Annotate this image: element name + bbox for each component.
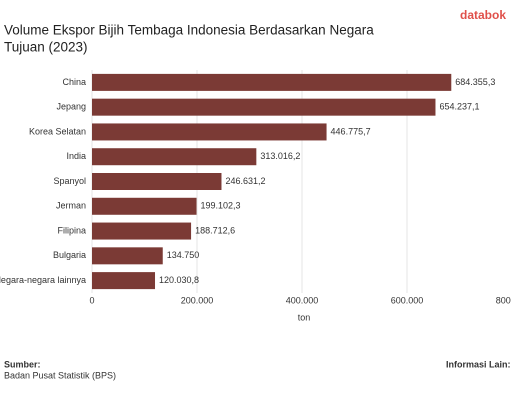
value-label: 446.775,7: [331, 126, 371, 136]
value-label: 684.355,3: [455, 77, 495, 87]
bar: [92, 173, 222, 190]
info-label: Informasi Lain:: [446, 359, 511, 369]
value-label: 188.712,6: [195, 225, 235, 235]
value-label: 654.237,1: [439, 102, 479, 112]
chart-title: Volume Ekspor Bijih Tembaga Indonesia Be…: [4, 23, 374, 38]
chart-title: Tujuan (2023): [4, 40, 88, 55]
x-tick-label: 0: [89, 295, 94, 305]
x-tick-label: 400.000: [286, 295, 319, 305]
y-tick-label: Negara-negara lainnya: [0, 275, 86, 285]
bar: [92, 197, 197, 215]
source-label: Sumber:: [4, 359, 41, 369]
x-tick-label: 200.000: [181, 295, 214, 305]
y-tick-label: Korea Selatan: [29, 126, 86, 136]
value-label: 246.631,2: [225, 176, 265, 186]
bar: [92, 222, 192, 240]
y-tick-label: Jerman: [56, 201, 86, 211]
y-tick-label: Jepang: [56, 102, 86, 112]
value-label: 199.102,3: [201, 201, 241, 211]
bar: [92, 148, 257, 166]
y-tick-label: Bulgaria: [53, 250, 86, 260]
brand-logo: databok: [460, 8, 506, 22]
value-label: 313.016,2: [260, 151, 300, 161]
y-tick-label: China: [62, 77, 86, 87]
y-tick-label: Spanyol: [53, 176, 86, 186]
value-label: 120.030,8: [159, 275, 199, 285]
bar: [92, 272, 156, 290]
x-axis-label: ton: [298, 312, 311, 322]
bar: [92, 73, 452, 91]
y-tick-label: Filipina: [57, 225, 86, 235]
value-label: 134.750: [167, 250, 200, 260]
bar: [92, 247, 163, 265]
bar: [92, 98, 436, 116]
source: Badan Pusat Statistik (BPS): [4, 370, 116, 380]
x-tick-label: 800.000: [496, 295, 511, 305]
y-tick-label: India: [66, 151, 86, 161]
bar: [92, 123, 327, 141]
x-tick-label: 600.000: [391, 295, 424, 305]
